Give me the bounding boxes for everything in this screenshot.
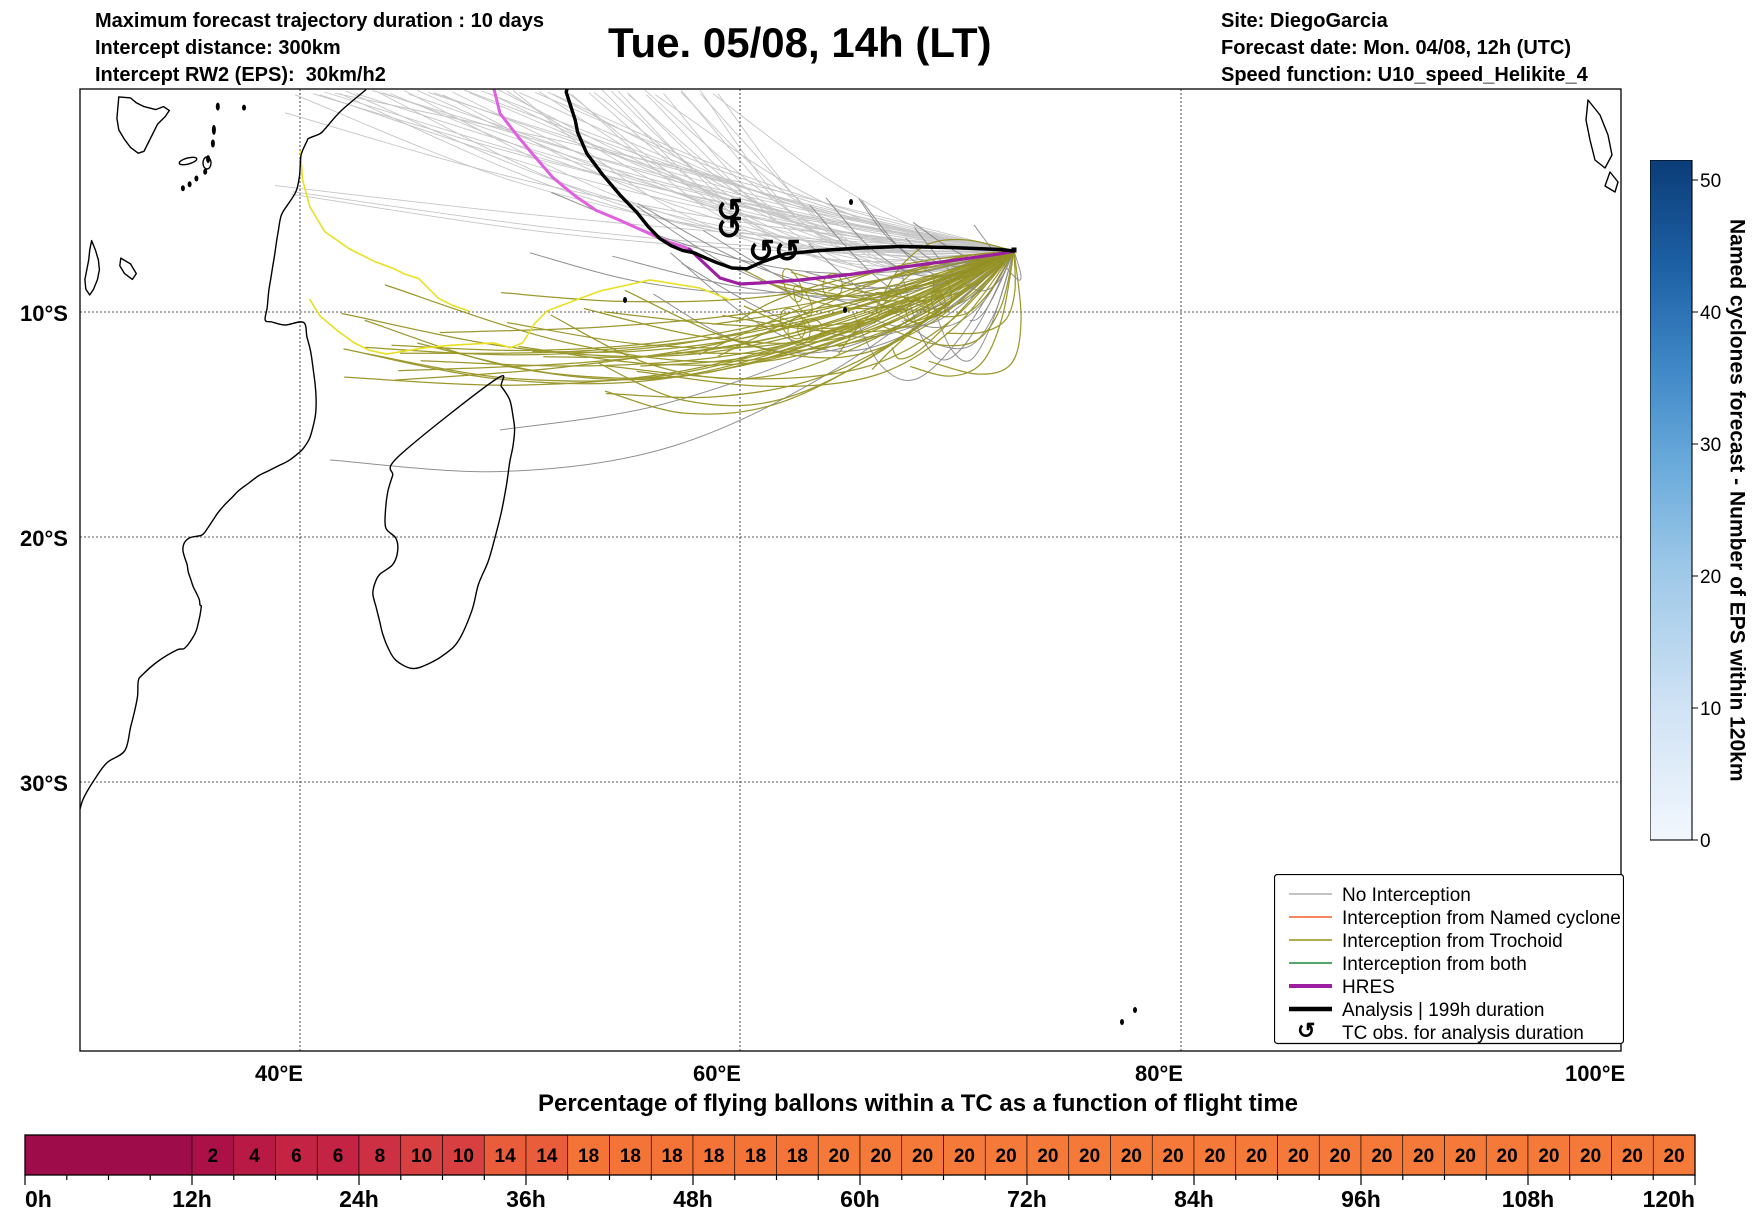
svg-text:0: 0 — [1700, 831, 1711, 852]
svg-text:14: 14 — [495, 1146, 517, 1167]
svg-text:10: 10 — [411, 1146, 432, 1167]
svg-text:20: 20 — [1580, 1146, 1601, 1167]
svg-text:6: 6 — [333, 1146, 344, 1167]
svg-text:24h: 24h — [339, 1186, 379, 1212]
svg-text:60h: 60h — [840, 1186, 880, 1212]
svg-text:20: 20 — [1538, 1146, 1559, 1167]
svg-text:↺: ↺ — [748, 233, 775, 269]
svg-text:20: 20 — [1288, 1146, 1309, 1167]
svg-text:0h: 0h — [25, 1186, 52, 1212]
svg-text:Interception from Trochoid: Interception from Trochoid — [1342, 931, 1563, 952]
svg-text:20: 20 — [996, 1146, 1017, 1167]
svg-text:36h: 36h — [506, 1186, 546, 1212]
svg-text:120h: 120h — [1643, 1186, 1695, 1212]
svg-text:20: 20 — [1497, 1146, 1518, 1167]
svg-text:20: 20 — [1121, 1146, 1142, 1167]
svg-text:30: 30 — [1700, 435, 1721, 456]
svg-text:20: 20 — [1330, 1146, 1351, 1167]
svg-text:20: 20 — [1037, 1146, 1058, 1167]
svg-text:20: 20 — [912, 1146, 933, 1167]
svg-text:18: 18 — [703, 1146, 724, 1167]
svg-text:50: 50 — [1700, 171, 1721, 192]
svg-text:96h: 96h — [1341, 1186, 1381, 1212]
svg-text:Interception from both: Interception from both — [1342, 954, 1527, 975]
svg-text:48h: 48h — [673, 1186, 713, 1212]
svg-text:18: 18 — [578, 1146, 599, 1167]
svg-text:No Interception: No Interception — [1342, 885, 1471, 906]
svg-text:6: 6 — [291, 1146, 302, 1167]
svg-text:TC obs. for analysis duration: TC obs. for analysis duration — [1342, 1023, 1584, 1044]
svg-text:↺: ↺ — [716, 210, 743, 246]
svg-text:HRES: HRES — [1342, 977, 1395, 998]
svg-text:18: 18 — [745, 1146, 766, 1167]
svg-text:20: 20 — [1371, 1146, 1392, 1167]
svg-text:↺: ↺ — [1297, 1018, 1315, 1043]
svg-text:10: 10 — [453, 1146, 474, 1167]
svg-text:12h: 12h — [172, 1186, 212, 1212]
svg-text:20: 20 — [870, 1146, 891, 1167]
svg-text:72h: 72h — [1007, 1186, 1047, 1212]
svg-text:108h: 108h — [1502, 1186, 1554, 1212]
svg-text:20: 20 — [1163, 1146, 1184, 1167]
svg-text:20: 20 — [1664, 1146, 1685, 1167]
svg-text:20: 20 — [1455, 1146, 1476, 1167]
svg-text:8: 8 — [375, 1146, 386, 1167]
svg-text:18: 18 — [787, 1146, 808, 1167]
svg-text:84h: 84h — [1174, 1186, 1214, 1212]
svg-text:Interception from Named cyclon: Interception from Named cyclone — [1342, 908, 1621, 929]
svg-text:20: 20 — [1622, 1146, 1643, 1167]
svg-text:20: 20 — [829, 1146, 850, 1167]
svg-text:Analysis | 199h duration: Analysis | 199h duration — [1342, 1000, 1544, 1021]
svg-text:20: 20 — [954, 1146, 975, 1167]
svg-text:20: 20 — [1204, 1146, 1225, 1167]
svg-text:18: 18 — [620, 1146, 641, 1167]
svg-text:10: 10 — [1700, 699, 1721, 720]
svg-text:40: 40 — [1700, 303, 1721, 324]
svg-text:20: 20 — [1246, 1146, 1267, 1167]
svg-text:20: 20 — [1413, 1146, 1434, 1167]
svg-text:14: 14 — [536, 1146, 558, 1167]
svg-text:18: 18 — [662, 1146, 683, 1167]
svg-text:2: 2 — [208, 1146, 219, 1167]
svg-text:↺: ↺ — [774, 233, 801, 269]
svg-text:4: 4 — [249, 1146, 260, 1167]
svg-text:20: 20 — [1700, 567, 1721, 588]
svg-text:20: 20 — [1079, 1146, 1100, 1167]
